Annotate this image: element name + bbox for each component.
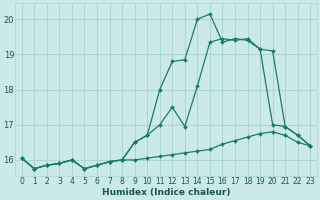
X-axis label: Humidex (Indice chaleur): Humidex (Indice chaleur)	[102, 188, 230, 197]
